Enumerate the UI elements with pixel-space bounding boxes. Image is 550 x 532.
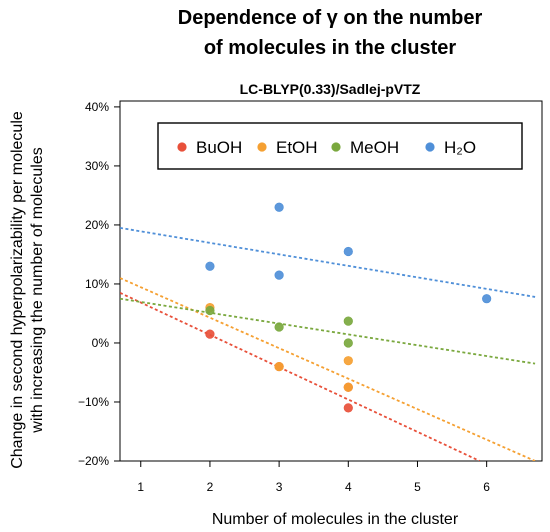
data-point-series-3-3 [343,316,353,326]
y-tick-label-2: −10% [78,395,109,409]
data-point-series-4-3 [274,270,284,280]
legend-marker-2 [257,142,267,152]
y-axis-label: Change in second hyperpolarizability per… [9,111,46,469]
data-point-series-3-1 [205,305,215,316]
x-axis-label: Number of molecules in the cluster [212,511,459,528]
data-point-series-1-1 [205,329,215,339]
data-point-series-2-3 [343,356,353,366]
data-point-series-2-2 [274,361,284,372]
legend-label-1: BuOH [196,138,242,157]
trend-line-2 [120,277,536,461]
data-point-series-4-1 [205,261,215,271]
legend-marker-1 [177,142,187,152]
x-axis: 1234567 [137,461,490,494]
x-tick-label-4: 4 [345,480,352,494]
data-points [205,202,492,413]
legend-label-4: H₂O [444,138,476,157]
data-point-series-4-4 [343,246,353,257]
trend-lines [120,226,536,461]
legend-label-2: EtOH [276,138,318,157]
x-tick-label-1: 1 [137,480,144,494]
trend-line-3 [120,297,536,365]
trend-line-1 [120,291,481,461]
y-axis: −20% −10% 0% 10% 20% 30% 40% [78,100,120,468]
y-tick-label-7: 40% [85,100,109,114]
data-point-series-1-4 [343,403,353,413]
data-point-series-3-4 [343,338,353,348]
y-tick-label-4: 10% [85,277,109,291]
legend-label-3: MeOH [350,138,399,157]
y-tick-label-3: 0% [92,336,110,350]
x-tick-label-5: 5 [414,480,421,494]
data-point-series-3-2 [274,322,284,332]
plot-area [119,100,543,462]
trend-line-4 [120,226,536,298]
legend-marker-3 [331,142,341,152]
y-tick-label-5: 20% [85,218,109,232]
chart-title: Dependence of γ on the number of molecul… [178,7,483,59]
legend: BuOH EtOH MeOH H₂O [157,122,523,170]
x-tick-label-3: 3 [276,480,283,494]
x-tick-label-6: 6 [483,480,490,494]
plot-frame [119,100,543,462]
chart-title-line-2: of molecules in the cluster [204,37,457,59]
legend-marker-4 [425,142,435,152]
y-axis-label-line-2: with increasing the number of molecules [29,147,46,433]
x-tick-label-2: 2 [207,480,214,494]
chart-subtitle: LC-BLYP(0.33)/Sadlej-pVTZ [240,81,421,97]
data-point-series-2-4 [343,382,353,392]
data-point-series-4-2 [274,202,284,212]
y-axis-label-line-1: Change in second hyperpolarizability per… [9,111,26,469]
y-tick-label-1: −20% [78,454,109,468]
y-tick-label-6: 30% [85,159,109,173]
data-point-series-4-5 [482,294,492,304]
chart-title-line-1: Dependence of γ on the number [178,7,483,29]
